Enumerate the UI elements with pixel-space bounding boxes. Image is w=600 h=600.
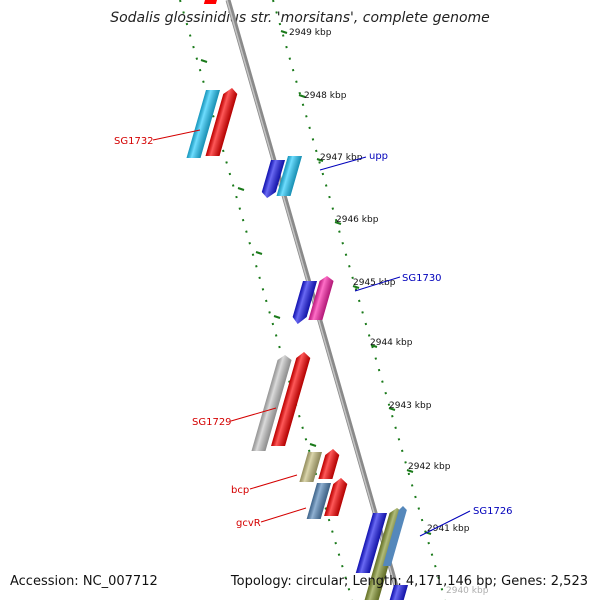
gene-feature-sg1730-b[interactable]	[308, 276, 335, 320]
gene-feature[interactable]	[203, 0, 219, 4]
gene-label-sg1732[interactable]: SG1732	[114, 136, 154, 147]
track-right-outer	[272, 0, 446, 600]
track-left-outer	[179, 0, 353, 600]
gene-feature-bcp-b[interactable]	[318, 449, 341, 479]
gene-feature-sg1729-b[interactable]	[271, 352, 312, 446]
gene-feature-upp-a[interactable]	[260, 160, 285, 198]
gene-feature-upp-b[interactable]	[276, 156, 302, 196]
gene-feature-gcvr-b[interactable]	[324, 478, 349, 516]
gene-feature-sg1726-c[interactable]	[382, 506, 408, 566]
tick-label: 2948 kbp	[304, 91, 347, 101]
tick-label: 2940 kbp	[446, 586, 489, 596]
leader-line-sg1726	[419, 510, 471, 537]
gene-feature-bottom[interactable]	[388, 585, 408, 600]
genome-backbone-highlight	[226, 0, 400, 600]
gene-feature-sg1729-a[interactable]	[251, 355, 293, 451]
tick-marks-right	[280, 30, 432, 535]
gene-label-sg1729[interactable]: SG1729	[192, 417, 232, 428]
gene-feature-bcp-a[interactable]	[299, 452, 322, 482]
gene-label-bcp[interactable]: bcp	[231, 485, 249, 496]
tick-label: 2949 kbp	[289, 28, 332, 38]
gene-label-sg1730[interactable]: SG1730	[402, 273, 442, 284]
leader-line-upp	[319, 156, 367, 171]
genome-summary: Topology: circular; Length: 4,171,146 bp…	[230, 574, 588, 589]
tick-label: 2943 kbp	[389, 401, 432, 411]
leader-line-sg1732	[152, 129, 201, 141]
gene-label-sg1726[interactable]: SG1726	[473, 506, 513, 517]
leader-line-gcvr	[260, 507, 307, 523]
map-title: Sodalis glossinidius str. 'morsitans', c…	[110, 10, 490, 26]
accession-label: Accession: NC_007712	[10, 574, 158, 589]
gene-feature-gcvr-a[interactable]	[306, 483, 331, 519]
gene-feature-sg1732-b[interactable]	[205, 88, 239, 156]
leader-line-bcp	[249, 474, 298, 490]
gene-feature-sg1730-a[interactable]	[291, 281, 317, 324]
tick-label: 2944 kbp	[370, 338, 413, 348]
leader-line-sg1730	[354, 276, 401, 292]
gene-label-gcvr[interactable]: gcvR	[236, 518, 261, 529]
gene-feature-sg1726-a[interactable]	[355, 513, 387, 573]
tick-label: 2946 kbp	[336, 215, 379, 225]
gene-label-upp[interactable]: upp	[369, 151, 388, 162]
tick-label: 2942 kbp	[408, 462, 451, 472]
leader-line-sg1729	[230, 407, 277, 422]
tick-label: 2947 kbp	[320, 153, 363, 163]
tick-label: 2945 kbp	[353, 278, 396, 288]
gene-feature-sg1732-a[interactable]	[186, 90, 220, 158]
tick-label: 2941 kbp	[427, 524, 470, 534]
genome-backbone	[225, 0, 403, 600]
